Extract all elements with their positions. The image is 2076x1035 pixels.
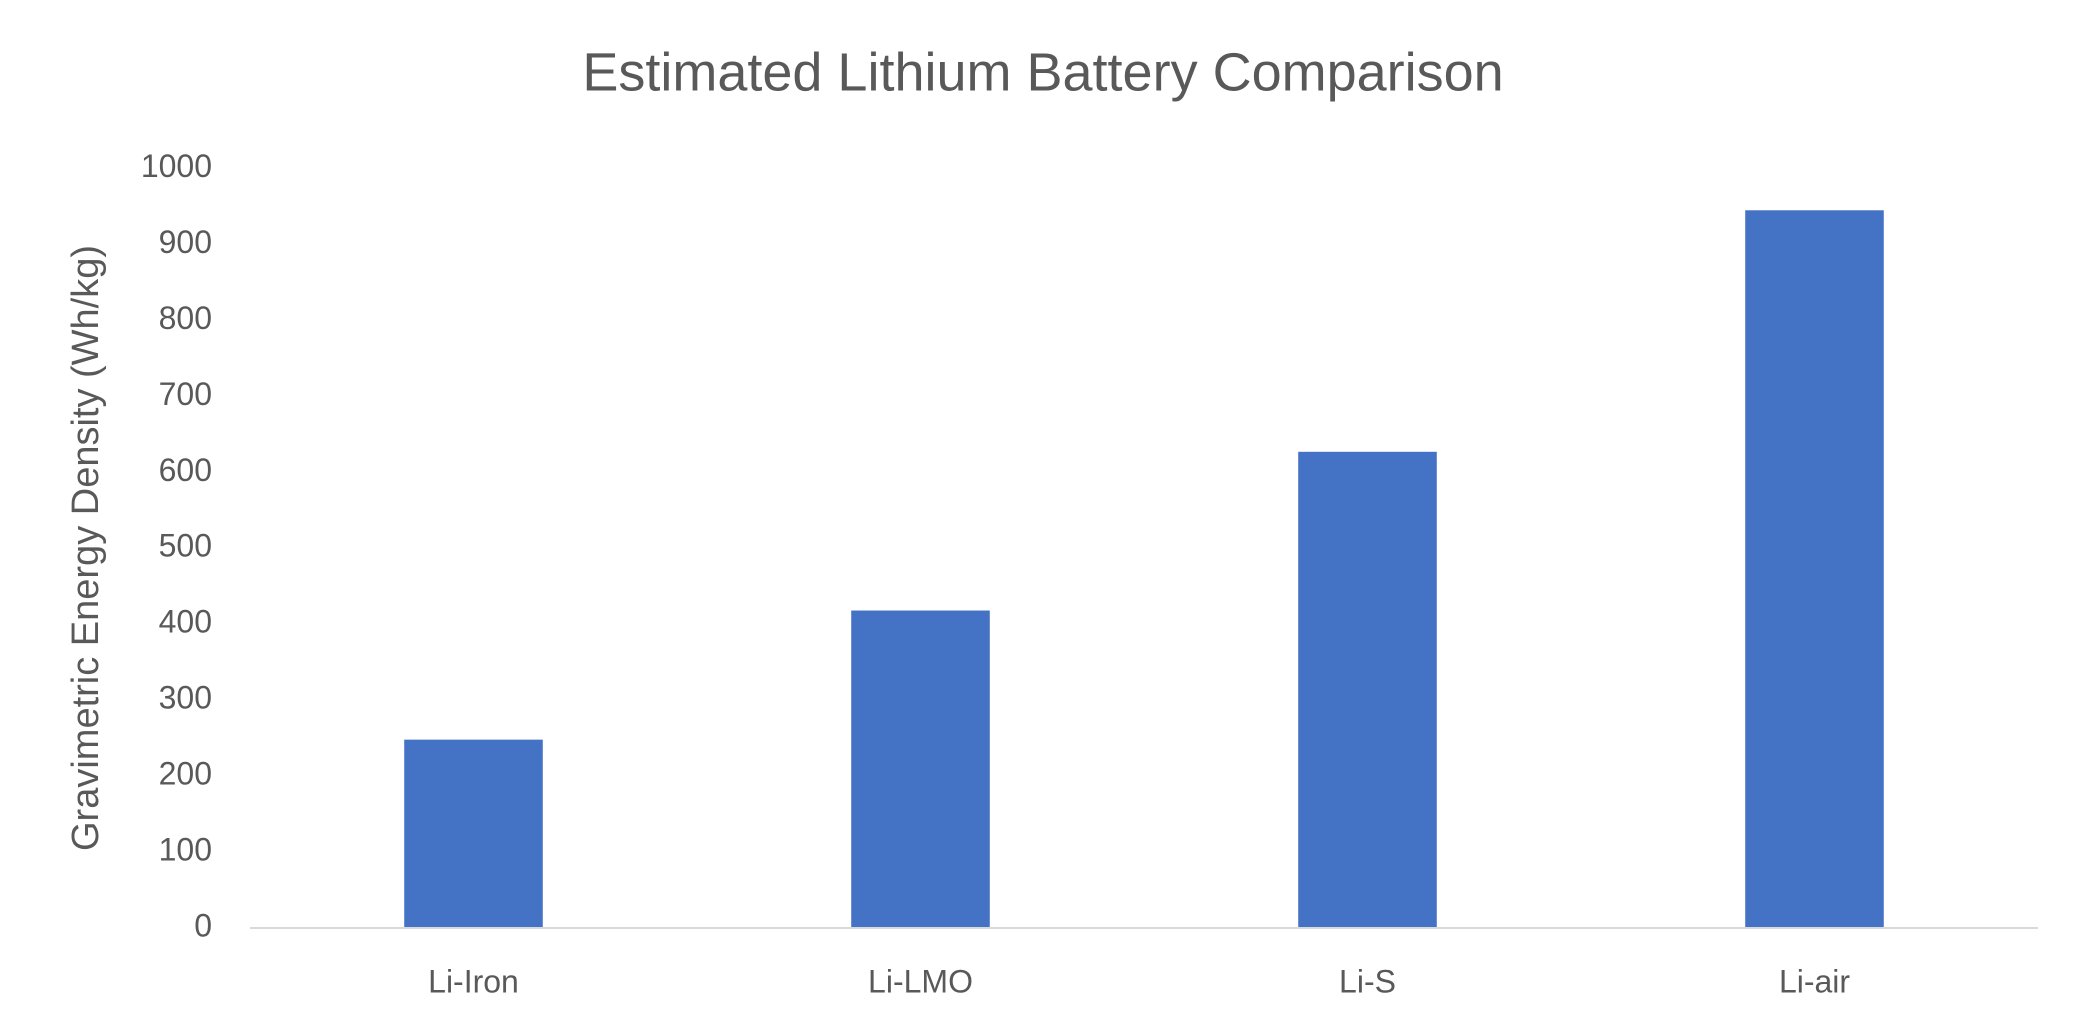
bar <box>404 739 543 928</box>
y-tick-label: 500 <box>159 528 212 564</box>
x-tick-label: Li-S <box>1339 963 1396 999</box>
bar <box>1745 210 1884 928</box>
y-tick-label: 300 <box>159 680 212 716</box>
bar <box>851 610 990 928</box>
y-tick-label: 1000 <box>141 148 212 184</box>
x-tick-label: Li-Iron <box>428 963 519 999</box>
y-tick-label: 900 <box>159 224 212 260</box>
bar <box>1298 451 1437 928</box>
y-tick-label: 0 <box>194 907 212 943</box>
y-tick-label: 600 <box>159 452 212 488</box>
y-tick-label: 400 <box>159 604 212 640</box>
y-tick-label: 200 <box>159 756 212 792</box>
y-tick-label: 800 <box>159 300 212 336</box>
chart-title: Estimated Lithium Battery Comparison <box>582 42 1503 102</box>
y-axis-title: Gravimetric Energy Density (Wh/kg) <box>65 245 107 851</box>
y-tick-label: 700 <box>159 376 212 412</box>
y-tick-label: 100 <box>159 832 212 868</box>
x-tick-label: Li-air <box>1779 963 1850 999</box>
x-tick-label: Li-LMO <box>868 963 973 999</box>
